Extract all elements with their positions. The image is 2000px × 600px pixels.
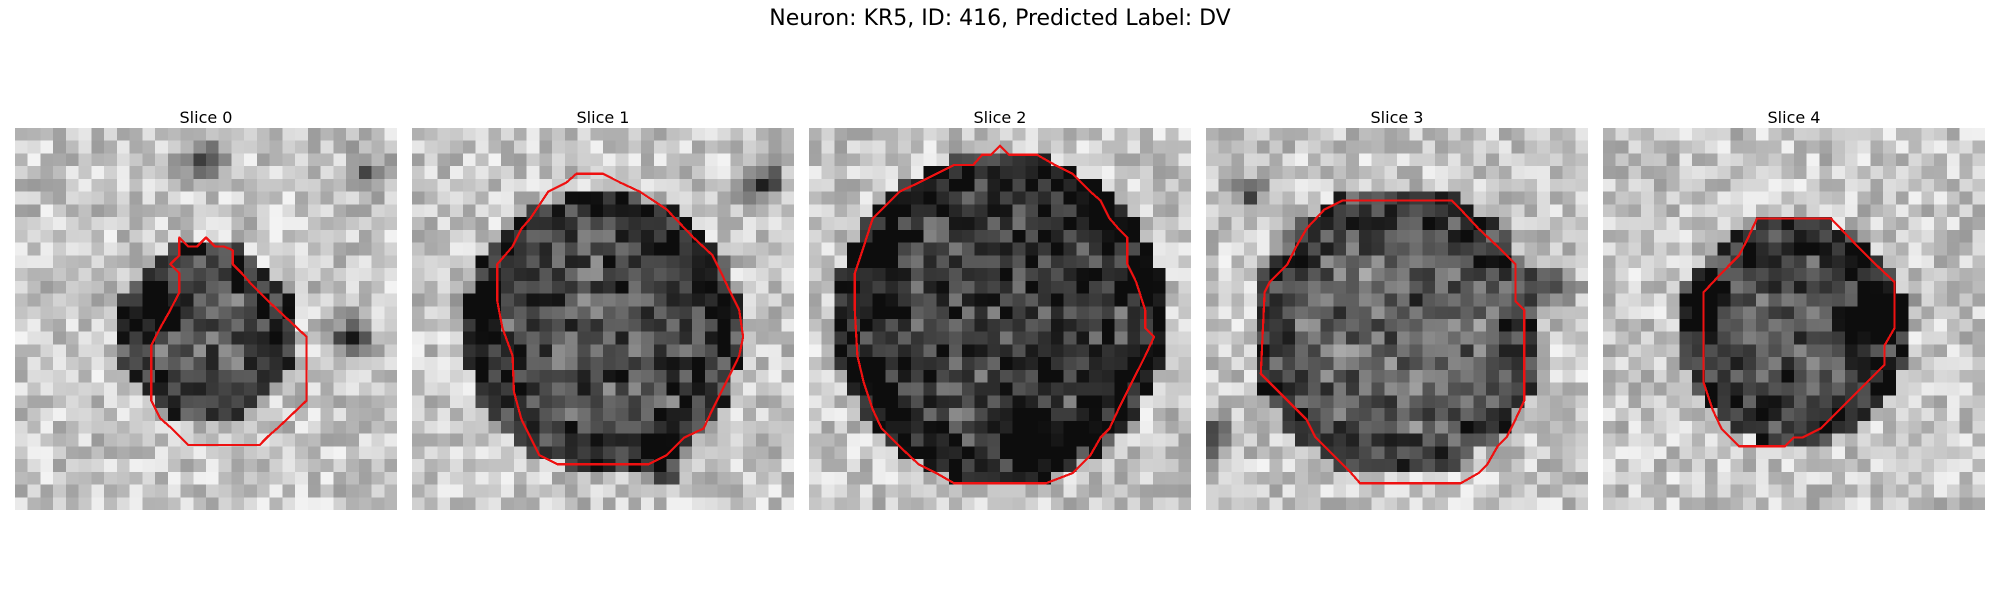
cell-boundary-contour: [1259, 199, 1526, 485]
microscopy-slice-image: [1206, 128, 1588, 510]
slice-title: Slice 2: [973, 108, 1027, 127]
microscopy-slice-image: [15, 128, 397, 510]
cell-boundary-contour: [496, 172, 745, 466]
cell-boundary-contour: [1702, 217, 1896, 448]
slice-title: Slice 4: [1767, 108, 1821, 127]
slice-panel: Slice 3: [1206, 108, 1588, 510]
slice-title: Slice 3: [1370, 108, 1424, 127]
microscopy-slice-image: [1603, 128, 1985, 510]
cell-boundary-contour: [150, 236, 308, 447]
slice-panel: Slice 2: [809, 108, 1191, 510]
slice-title: Slice 0: [179, 108, 233, 127]
slice-panel: Slice 4: [1603, 108, 1985, 510]
cell-boundary-contour: [853, 144, 1156, 485]
microscopy-slice-image: [809, 128, 1191, 510]
microscopy-slice-image: [412, 128, 794, 510]
figure-title: Neuron: KR5, ID: 416, Predicted Label: D…: [769, 6, 1231, 31]
slice-panel: Slice 1: [412, 108, 794, 510]
slice-panel: Slice 0: [15, 108, 397, 510]
slice-title: Slice 1: [576, 108, 630, 127]
